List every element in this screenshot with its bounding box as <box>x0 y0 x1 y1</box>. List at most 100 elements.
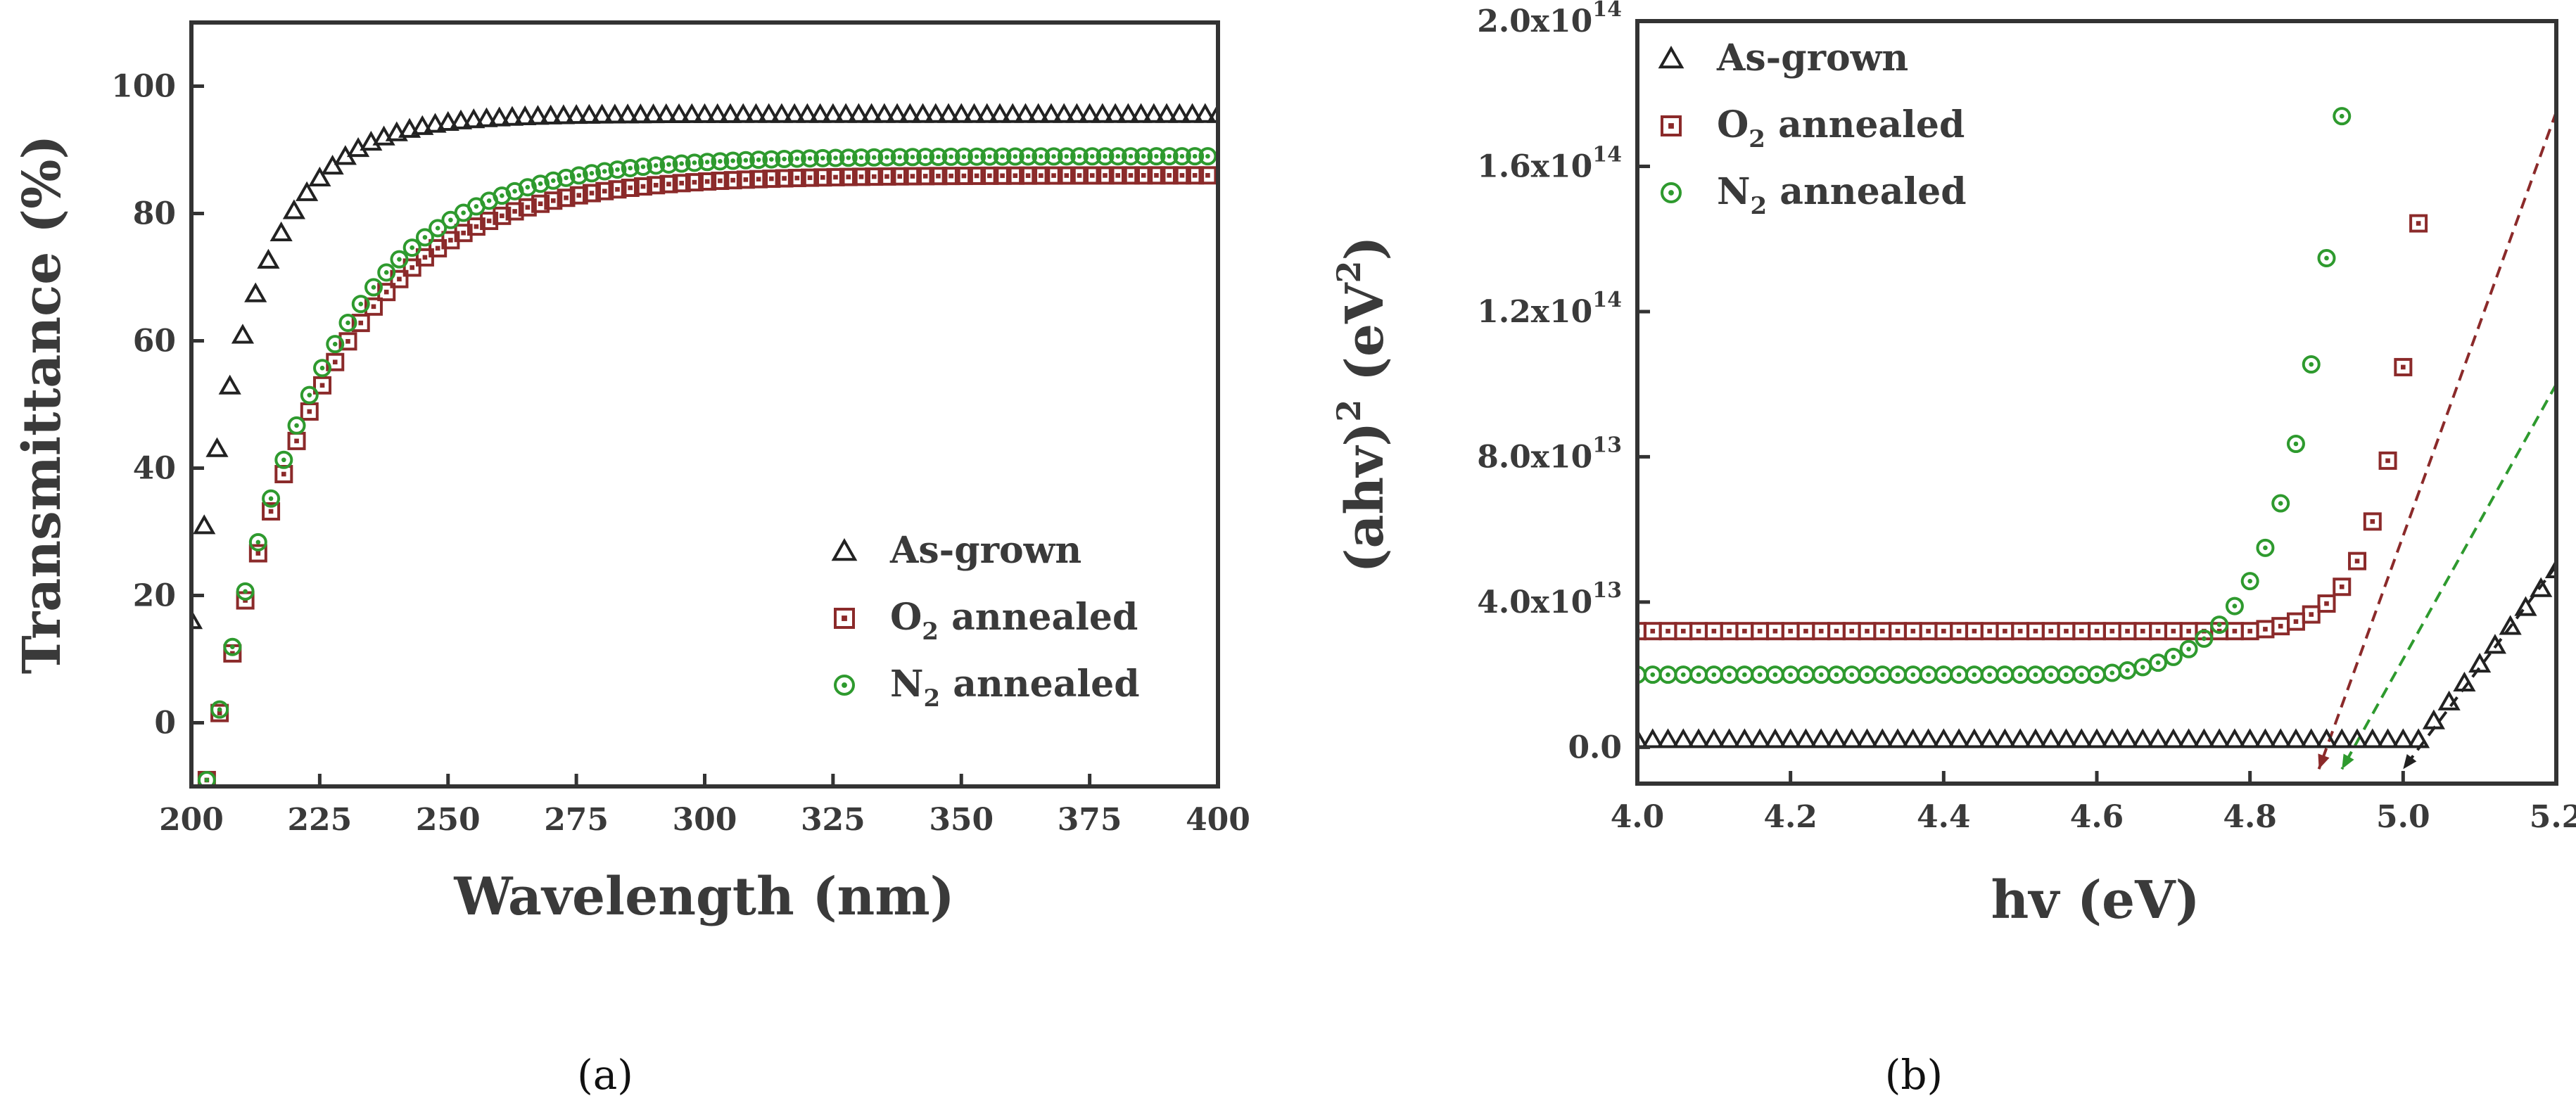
panel-b-series-2-point-34 <box>2149 653 2168 672</box>
panel-b-legend: As-grown O2 annealed N2 annealed <box>1658 37 1967 220</box>
panel-a-series-2-point-3 <box>236 582 255 601</box>
panel-b-series-2-point-5 <box>1704 665 1723 684</box>
panel-a-series-2-point-74 <box>1147 147 1166 166</box>
panel-b-series-0-point-21 <box>1948 728 1971 748</box>
panel-a-series-1-point-43 <box>749 170 768 189</box>
panel-b-series-0-point-14 <box>1840 728 1863 748</box>
panel-a-series-1-point-28 <box>557 189 576 208</box>
panel-b-series-0-point-46 <box>2330 728 2354 748</box>
panel-b-series-2-point-35 <box>2164 647 2183 666</box>
panel-a-series-1-point-76 <box>1172 166 1191 185</box>
panel-a-series-1-point-30 <box>583 184 602 203</box>
panel-a-series-2-point-52 <box>865 148 884 167</box>
panel-a-series-2-point-27 <box>544 171 563 190</box>
panel-b-series-2-point-24 <box>1996 665 2015 684</box>
panel-a-series-1-point-78 <box>1198 166 1217 185</box>
panel-b-series-2-point-16 <box>1873 665 1892 684</box>
panel-a-series-0-point-34 <box>616 103 640 124</box>
panel-a-series-0-point-78 <box>1181 103 1204 123</box>
panel-b-series-0-point-31 <box>2100 728 2124 748</box>
panel-a-series-0-point-55 <box>885 103 909 123</box>
panel-a-series-1-point-58 <box>941 167 960 186</box>
panel-a-series-0-point-20 <box>436 110 459 132</box>
panel-a-series-2-point-2 <box>223 637 242 656</box>
panel-a-series-1-point-50 <box>839 167 858 186</box>
panel-a-legend-label-2: N2 annealed <box>890 663 1140 713</box>
panel-b-series-2-point-42 <box>2271 494 2290 513</box>
panel-a-legend-marker-0 <box>831 538 858 561</box>
panel-b-series-2-point-17 <box>1889 665 1908 684</box>
panel-b-series-0-point-27 <box>2039 728 2062 748</box>
panel-a-series-0-point-7 <box>269 221 293 242</box>
panel-a-series-0-point-47 <box>783 103 806 123</box>
panel-b-series-1-point-6 <box>1720 622 1739 641</box>
panel-b-series-1-point-40 <box>2240 622 2259 641</box>
panel-b-xtick-label-3: 4.6 <box>2070 799 2124 835</box>
panel-b-series-0-point-9 <box>1763 728 1787 748</box>
panel-a-series-0-point-64 <box>1001 103 1024 123</box>
panel-b-series-0-point-54 <box>2453 671 2476 692</box>
panel-b-series-0-point-17 <box>1886 728 1910 748</box>
panel-a-series-0-point-42 <box>718 103 742 123</box>
panel-a-xtick-label-1: 225 <box>287 802 352 838</box>
panel-a-series-0-point-23 <box>475 107 498 127</box>
panel-b-series-1-point-45 <box>2317 594 2336 613</box>
panel-a-series-0-point-71 <box>1091 103 1114 123</box>
panel-a-series-2-point-65 <box>1032 147 1051 166</box>
panel-a-series-2-point-0 <box>197 770 216 786</box>
panel-a-series-2-point-32 <box>608 160 627 179</box>
panel-a-series-1-point-61 <box>980 166 999 185</box>
panel-b-series-0-point-50 <box>2392 728 2415 748</box>
panel-b-series-0-point-37 <box>2193 728 2216 748</box>
panel-a-xtick-label-8: 400 <box>1186 802 1250 838</box>
panel-a-series-1-point-54 <box>890 167 909 186</box>
panel-a-series-2-point-15 <box>390 250 409 269</box>
panel-b-series-2-point-32 <box>2118 661 2137 680</box>
panel-a-series-2-point-44 <box>762 150 781 169</box>
panel-a-series-2-point-47 <box>801 149 820 168</box>
panel-b-xtick-label-1: 4.2 <box>1763 799 1817 835</box>
panel-b-series-2-point-6 <box>1720 665 1739 684</box>
panel-b-tangent-arrowhead-2 <box>2403 754 2417 770</box>
panel-a-series-0-point-77 <box>1168 103 1191 123</box>
panel-b-series-1-point-47 <box>2348 551 2367 570</box>
panel-a-series-2-point-34 <box>633 158 652 177</box>
panel-a-series-2-point-53 <box>877 148 896 167</box>
panel-a-series-1-point-34 <box>633 177 652 196</box>
panel-a-series-2-point-28 <box>557 168 576 187</box>
panel-b-series-group <box>1637 107 2556 748</box>
panel-a-series-2-point-51 <box>851 148 870 167</box>
panel-b-series-0-point-23 <box>1978 728 2001 748</box>
panel-a-series-0-point-58 <box>924 103 947 123</box>
panel-b-series-1-point-30 <box>2088 622 2106 641</box>
panel-b-series-2-point-45 <box>2317 248 2336 267</box>
panel-b-series-0-point-25 <box>2009 728 2032 748</box>
panel-b-series-2-point-40 <box>2240 572 2259 591</box>
panel-a-y-ticks: 0 20 40 60 80 100 <box>111 69 204 741</box>
panel-a-series-2-point-77 <box>1186 147 1205 166</box>
panel-a-series-1-point-42 <box>736 170 755 189</box>
panel-b-x-ticks: 4.0 4.2 4.4 4.6 4.8 5.0 5.2 <box>1611 771 2576 835</box>
panel-a-series-1-point-60 <box>967 166 986 185</box>
panel-b-series-0-point-41 <box>2254 728 2277 748</box>
panel-a-series-0-point-57 <box>911 103 934 123</box>
panel-b-series-0-point-44 <box>2299 728 2323 748</box>
panel-b-series-0-point-24 <box>1993 728 2017 748</box>
panel-a-series-1-point-33 <box>621 178 640 197</box>
panel-a-series-2-point-35 <box>647 156 666 175</box>
panel-a-series-2-point-11 <box>338 313 357 332</box>
panel-a-series-2-point-36 <box>659 155 678 174</box>
panel-a-series-1-point-47 <box>801 168 820 187</box>
panel-b-series-1-point-42 <box>2271 617 2290 636</box>
panel-b-y-axis-title-unit-exp: 2 <box>1330 260 1368 283</box>
panel-a-series-2-point-67 <box>1057 147 1076 166</box>
panel-a-series-1-point-38 <box>685 173 704 192</box>
panel-a-series-2-point-1 <box>210 700 229 719</box>
panel-a-series-2-point-9 <box>313 359 332 378</box>
panel-a-series-1-point-23 <box>493 206 512 225</box>
panel-b-series-0-point-5 <box>1702 728 1725 748</box>
panel-b-series-0-point-4 <box>1687 728 1711 748</box>
panel-a-series-2-point-72 <box>1121 147 1140 166</box>
panel-b-series-1 <box>1637 214 2428 641</box>
